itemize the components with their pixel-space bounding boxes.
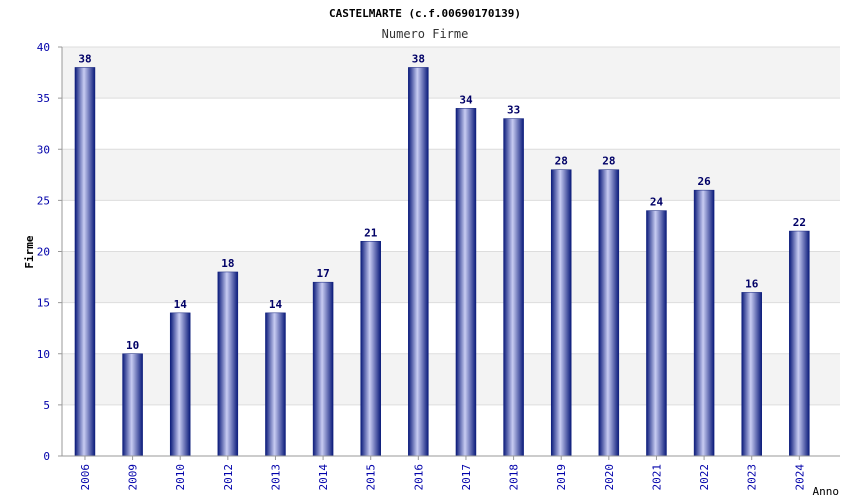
bar: [455, 108, 477, 457]
y-tick-label: 40: [37, 41, 50, 54]
bar: [741, 292, 762, 457]
x-tick-label: 2020: [603, 464, 616, 491]
bar: [408, 67, 429, 457]
y-axis-label: Firme: [23, 235, 36, 268]
y-tick-label: 25: [37, 194, 50, 207]
x-tick-label: 2012: [222, 464, 235, 491]
y-axis-ticks: 0 5 10 15 20 25 30 35 40: [37, 41, 62, 463]
bar: [74, 67, 96, 457]
data-label: 28: [555, 155, 568, 168]
x-tick-label: 2023: [746, 464, 759, 491]
data-label: 22: [793, 216, 806, 229]
y-tick-label: 10: [37, 348, 50, 361]
x-tick-label: 2006: [79, 464, 92, 491]
x-tick-label: 2016: [412, 464, 425, 491]
x-tick-label: 2013: [269, 464, 282, 491]
bar: [312, 281, 334, 457]
x-tick-label: 2015: [365, 464, 378, 491]
chart-title: CASTELMARTE (c.f.00690170139): [329, 7, 521, 20]
data-label: 16: [745, 277, 759, 290]
x-tick-label: 2022: [698, 464, 711, 491]
plot-band: [62, 47, 840, 99]
bar: [217, 271, 239, 457]
bar: [360, 241, 381, 457]
bar: [646, 210, 667, 457]
bar: [693, 189, 715, 457]
data-label: 17: [316, 267, 329, 280]
data-labels: 38 10 14 18 14 17 21 38 34 33 28 28 24 26 16 22: [78, 52, 806, 351]
x-tick-label: 2018: [508, 464, 521, 491]
bar: [265, 312, 286, 457]
bar: [122, 353, 143, 457]
data-label: 14: [174, 298, 188, 311]
plot-band: [62, 149, 840, 201]
x-tick-label: 2009: [127, 464, 140, 491]
data-label: 10: [126, 339, 139, 352]
plot-band: [62, 98, 840, 150]
x-axis-ticks: 2006 2009 2010 2012 2013 2014 2015 2016 2017 2018…: [79, 456, 806, 491]
x-tick-label: 2024: [793, 464, 806, 491]
data-label: 14: [269, 298, 283, 311]
y-tick-label: 20: [37, 246, 50, 259]
y-tick-label: 0: [43, 450, 50, 463]
data-label: 28: [602, 155, 615, 168]
x-tick-label: 2021: [650, 464, 663, 491]
plot-band: [62, 251, 840, 303]
y-tick-label: 5: [43, 399, 50, 412]
data-label: 34: [459, 93, 473, 106]
x-tick-label: 2014: [317, 464, 330, 491]
x-tick-label: 2019: [555, 464, 568, 491]
bar: [550, 169, 572, 457]
y-tick-label: 15: [37, 297, 50, 310]
bar: [598, 169, 620, 457]
data-label: 18: [221, 257, 234, 270]
data-label: 26: [697, 175, 711, 188]
x-axis-label: Anno: [813, 485, 840, 498]
bar: [503, 118, 524, 457]
chart-subtitle: Numero Firme: [382, 27, 469, 41]
y-tick-label: 30: [37, 143, 50, 156]
plot-band: [62, 200, 840, 252]
y-tick-label: 35: [37, 92, 50, 105]
bar: [169, 312, 191, 457]
x-tick-label: 2010: [174, 464, 187, 491]
data-label: 21: [364, 226, 378, 239]
bar: [789, 230, 810, 457]
bars: [74, 67, 810, 457]
data-label: 24: [650, 196, 664, 209]
data-label: 38: [78, 52, 91, 65]
x-tick-label: 2017: [460, 464, 473, 491]
data-label: 38: [412, 52, 425, 65]
data-label: 33: [507, 104, 520, 117]
